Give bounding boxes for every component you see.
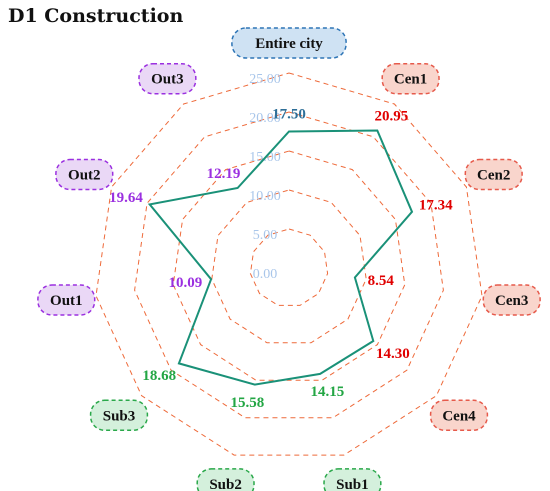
category-label-out1: Out1 xyxy=(37,284,96,316)
chart-title: D1 Construction xyxy=(8,5,183,27)
category-text: Out2 xyxy=(68,168,101,184)
category-text: Sub1 xyxy=(336,477,369,491)
category-text: Cen4 xyxy=(442,408,476,424)
value-label-out1: 10.09 xyxy=(169,275,203,291)
value-label-out2: 19.64 xyxy=(109,190,143,206)
value-label-sub3: 18.68 xyxy=(142,368,176,384)
category-text: Out3 xyxy=(151,72,184,88)
grid-ring xyxy=(211,189,367,344)
tick-label: 20.00 xyxy=(249,111,281,126)
value-label-sub1: 14.15 xyxy=(311,384,345,400)
radar-grid xyxy=(95,72,483,456)
category-label-cen2: Cen2 xyxy=(464,158,523,191)
category-text: Sub3 xyxy=(103,408,136,424)
value-labels: 17.50 20.95 17.34 8.54 14.30 14.15 15.58 18.68 1… xyxy=(109,107,453,411)
grid-ring xyxy=(249,228,329,306)
grid-ring xyxy=(95,72,483,456)
radar-series xyxy=(147,129,414,386)
series-line xyxy=(147,129,414,386)
grid-ring xyxy=(172,150,406,381)
category-text: Entire city xyxy=(255,36,323,52)
value-label-sub2: 15.58 xyxy=(231,395,265,411)
category-label-cen3: Cen3 xyxy=(482,284,541,316)
category-text: Cen3 xyxy=(495,293,528,309)
category-label-sub2: Sub2 xyxy=(196,468,255,491)
category-text: Out1 xyxy=(50,293,83,309)
category-label-sub3: Sub3 xyxy=(89,399,149,432)
category-label-out2: Out2 xyxy=(55,158,114,191)
category-label-sub1: Sub1 xyxy=(323,468,382,491)
category-label-out3: Out3 xyxy=(138,62,197,95)
value-label-cen3: 8.54 xyxy=(368,273,395,289)
category-text: Sub2 xyxy=(209,477,242,491)
value-label-cen1: 20.95 xyxy=(375,108,409,124)
category-text: Cen2 xyxy=(477,168,510,184)
category-text: Cen1 xyxy=(394,72,427,88)
tick-label: 25.00 xyxy=(249,72,281,87)
category-labels: Entire city Cen1 Cen2 Cen3 Cen4 Sub1 Sub2 Sub3 O… xyxy=(37,27,541,491)
value-label-cen2: 17.34 xyxy=(419,197,453,213)
value-label-out3: 12.19 xyxy=(207,166,241,182)
category-label-entire-city: Entire city xyxy=(231,27,347,59)
grid-ring xyxy=(134,111,444,419)
category-label-cen4: Cen4 xyxy=(429,399,489,432)
value-label-cen4: 14.30 xyxy=(376,346,410,362)
tick-label: 10.00 xyxy=(249,189,281,204)
tick-label: 5.00 xyxy=(253,228,278,243)
tick-label: 0.00 xyxy=(253,267,278,282)
value-label-entire-city: 17.50 xyxy=(272,107,306,123)
category-label-cen1: Cen1 xyxy=(381,62,440,95)
